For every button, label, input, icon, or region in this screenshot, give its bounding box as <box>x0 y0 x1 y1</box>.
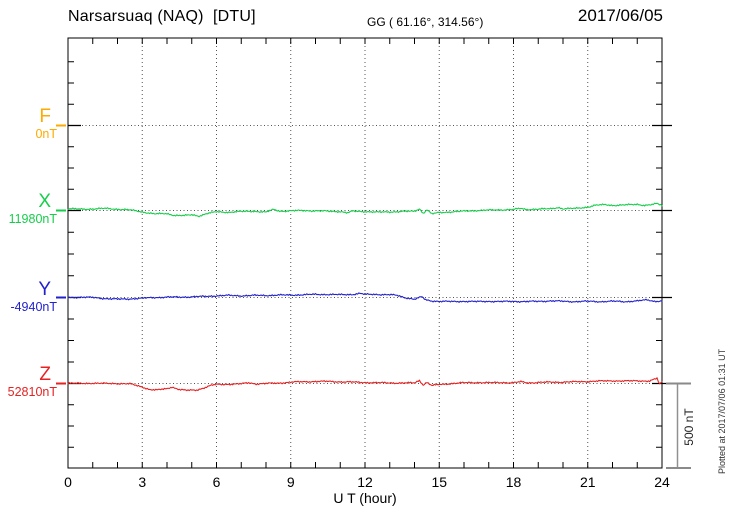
trace-z <box>67 377 663 392</box>
x-tick-label: 15 <box>431 474 447 490</box>
x-tick-label: 3 <box>138 474 146 490</box>
x-tick-label: 6 <box>213 474 221 490</box>
geographic-coordinates: GG ( 61.16°, 314.56°) <box>367 15 484 29</box>
channel-label-f: F 0nT <box>35 107 57 142</box>
scale-bar-label: 500 nT <box>682 408 696 446</box>
channel-baseline-value: -4940nT <box>10 300 57 314</box>
x-tick-label: 12 <box>357 474 373 490</box>
x-tick-label: 18 <box>506 474 522 490</box>
channel-label-z: Z 52810nT <box>8 365 57 400</box>
channel-letter: Y <box>38 279 51 300</box>
observation-date: 2017/06/05 <box>577 6 663 25</box>
x-tick-label: 9 <box>287 474 295 490</box>
x-tick-label: 21 <box>580 474 596 490</box>
trace-x <box>67 202 663 218</box>
channel-letter: Z <box>39 364 51 385</box>
x-tick-label: 0 <box>64 474 72 490</box>
trace-y <box>67 292 663 303</box>
channel-letter: F <box>39 106 51 127</box>
x-axis-title: U T (hour) <box>333 490 397 506</box>
x-tick-label: 24 <box>654 474 670 490</box>
channel-letter: X <box>38 191 51 212</box>
page-title: Narsarsuaq (NAQ) [DTU] <box>68 8 256 25</box>
channel-baseline-value: 11980nT <box>8 212 57 226</box>
channel-label-x: X 11980nT <box>9 192 57 227</box>
channel-baseline-value: 0nT <box>35 127 57 141</box>
plotted-at-note: Plotted at 2017/07/06 01:31 UT <box>717 348 727 474</box>
channel-label-y: Y -4940nT <box>10 280 57 315</box>
channel-baseline-value: 52810nT <box>7 385 57 399</box>
